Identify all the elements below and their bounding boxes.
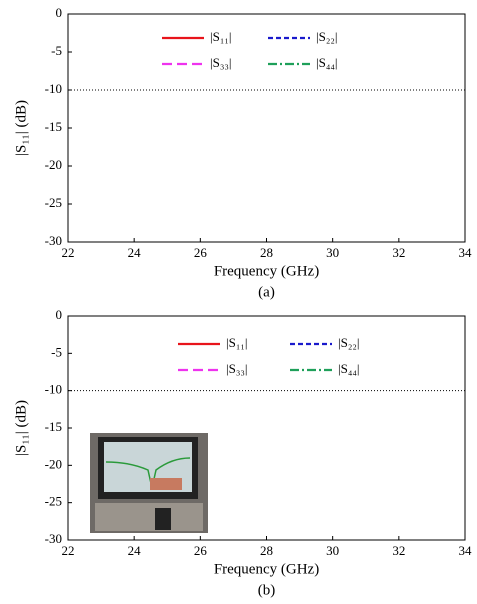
inset-photo	[90, 433, 208, 533]
plot-frame	[67, 13, 466, 243]
y-tick-label: -30	[45, 531, 62, 546]
x-tick-label: 30	[326, 245, 339, 260]
legend-label: |S₁₁|	[210, 29, 232, 44]
x-tick-label: 22	[62, 245, 75, 260]
legend-label: |S₃₃|	[226, 361, 248, 376]
x-axis-label: Frequency (GHz)	[214, 263, 319, 279]
caption: (b)	[258, 582, 276, 598]
y-tick-label: -25	[45, 195, 62, 210]
legend-label: |S₃₃|	[210, 55, 232, 70]
legend-label: |S₂₂|	[316, 29, 338, 44]
legend-label: |S₄₄|	[316, 55, 338, 70]
x-tick-label: 24	[128, 245, 142, 260]
y-tick-label: -5	[51, 344, 62, 359]
x-tick-label: 30	[326, 543, 339, 558]
x-axis-label: Frequency (GHz)	[214, 561, 319, 577]
y-tick-label: 0	[56, 307, 63, 322]
y-tick-label: -15	[45, 419, 62, 434]
y-tick-label: -20	[45, 456, 62, 471]
legend-label: |S₁₁|	[226, 335, 248, 350]
y-axis-label: |S₁₁| (dB)	[13, 100, 29, 156]
caption: (a)	[258, 284, 275, 300]
y-tick-label: -10	[45, 81, 62, 96]
x-tick-label: 22	[62, 543, 75, 558]
x-tick-label: 28	[260, 245, 273, 260]
x-tick-label: 26	[194, 543, 208, 558]
x-tick-label: 32	[392, 543, 405, 558]
y-tick-label: -10	[45, 382, 62, 397]
connector	[155, 508, 171, 530]
antenna-board	[150, 478, 182, 490]
x-tick-label: 24	[128, 543, 142, 558]
x-tick-label: 34	[459, 543, 473, 558]
legend-label: |S₂₂|	[338, 335, 360, 350]
x-tick-label: 28	[260, 543, 273, 558]
y-axis-label: |S₁₁| (dB)	[13, 400, 29, 456]
y-tick-label: -15	[45, 119, 62, 134]
y-tick-label: -5	[51, 43, 62, 58]
x-tick-label: 34	[459, 245, 473, 260]
x-tick-label: 26	[194, 245, 208, 260]
x-tick-label: 32	[392, 245, 405, 260]
legend-label: |S₄₄|	[338, 361, 360, 376]
y-tick-label: -20	[45, 157, 62, 172]
instrument-panel	[95, 503, 203, 531]
y-tick-label: -25	[45, 494, 62, 509]
y-tick-label: 0	[56, 5, 63, 20]
y-tick-label: -30	[45, 233, 62, 248]
